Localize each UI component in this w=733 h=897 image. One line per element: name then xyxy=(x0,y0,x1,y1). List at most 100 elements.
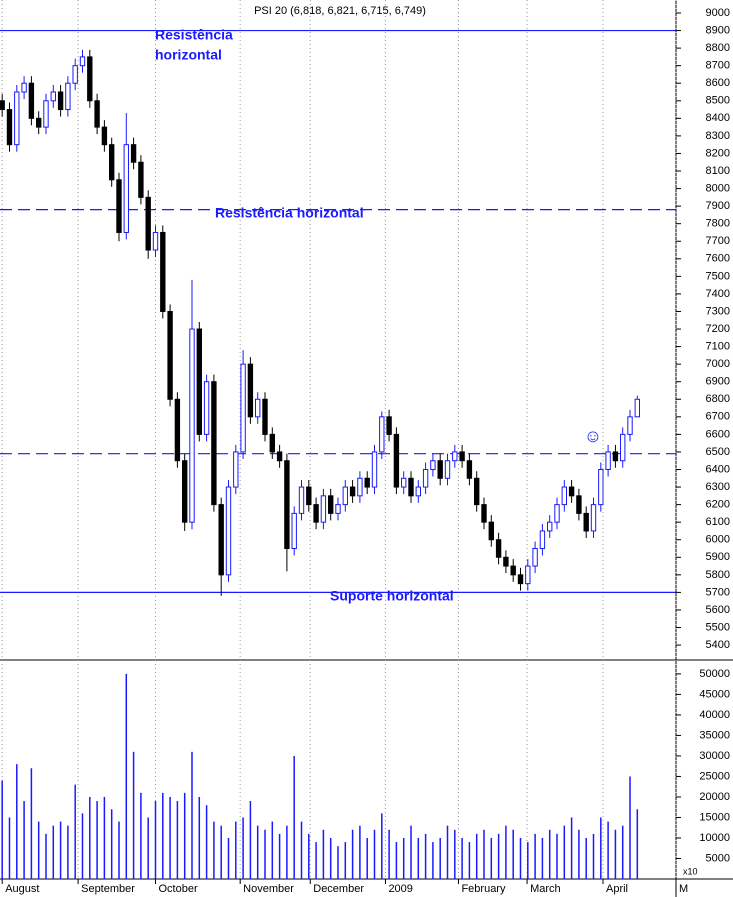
candle-body xyxy=(203,381,210,435)
candle-body xyxy=(123,144,129,233)
candle-body xyxy=(0,100,5,111)
x-tick-label: 2009 xyxy=(388,883,412,895)
candle-body xyxy=(262,398,268,435)
candle-body xyxy=(583,512,589,532)
candle-body xyxy=(503,556,509,567)
candle-body xyxy=(568,486,575,497)
y-tick-label: 6500 xyxy=(706,446,730,458)
candle-body xyxy=(218,504,224,576)
volume-bar xyxy=(315,842,317,879)
y-tick-label: 7400 xyxy=(706,288,730,300)
x-tick-label: November xyxy=(243,883,294,895)
y-tick-label: 30000 xyxy=(699,750,730,762)
volume-bar xyxy=(23,801,25,879)
y-tick-label: 7100 xyxy=(706,340,730,352)
candle-body xyxy=(43,100,49,128)
y-tick-label: 7200 xyxy=(706,323,730,335)
volume-bar xyxy=(497,833,500,879)
y-tick-label: 6400 xyxy=(706,463,730,475)
volume-bar xyxy=(198,796,201,879)
volume-bar xyxy=(351,829,354,879)
volume-bar xyxy=(183,792,186,879)
volume-bar xyxy=(541,837,544,879)
volume-bar xyxy=(74,784,76,879)
y-tick-label: 45000 xyxy=(699,688,730,700)
candle-body xyxy=(393,433,400,488)
volume-bar xyxy=(563,825,566,879)
volume-bar xyxy=(388,829,390,879)
volume-bar xyxy=(359,825,361,879)
candle-body xyxy=(422,468,429,488)
volume-bar xyxy=(300,821,303,879)
y-tick-label: 5400 xyxy=(706,639,730,651)
y-tick-label: 9000 xyxy=(706,7,730,19)
annotation: ☺ xyxy=(584,426,602,446)
candle-body xyxy=(167,310,173,400)
volume-bar xyxy=(8,817,11,879)
volume-bar xyxy=(118,821,120,879)
candle-body xyxy=(276,451,283,462)
volume-bar xyxy=(147,817,149,879)
candle-body xyxy=(474,477,480,506)
volume-bar xyxy=(140,792,142,879)
volume-bar xyxy=(169,796,171,879)
volume-bar xyxy=(417,837,420,879)
volume-bar xyxy=(89,796,91,879)
candle-body xyxy=(298,486,305,514)
volume-bar xyxy=(461,837,463,879)
candle-body xyxy=(590,504,597,532)
candle-body xyxy=(539,530,546,550)
volume-bar xyxy=(629,776,631,879)
y-tick-label: 7300 xyxy=(706,305,730,317)
volume-bar xyxy=(286,825,288,879)
y-tick-label: 7800 xyxy=(706,218,730,230)
volume-bar xyxy=(585,837,587,879)
candle-body xyxy=(72,65,78,84)
volume-bar xyxy=(534,833,536,879)
volume-bar xyxy=(424,833,427,879)
volume-bar xyxy=(249,801,252,879)
x-tick-label: M xyxy=(679,883,688,895)
volume-bar xyxy=(395,842,398,879)
y-tick-label: 5800 xyxy=(706,569,730,581)
candle-body xyxy=(306,486,312,506)
candle-body xyxy=(444,460,451,479)
annotation: Resistência xyxy=(155,27,233,43)
candle-body xyxy=(634,398,640,418)
volume-bar xyxy=(556,833,558,879)
candle-body xyxy=(269,433,275,453)
candle-body xyxy=(415,486,421,497)
candle-body xyxy=(225,486,232,576)
candle-body xyxy=(328,495,334,514)
volume-bar xyxy=(59,821,62,879)
candle-body xyxy=(65,82,71,111)
candle-body xyxy=(532,548,538,567)
candle-body xyxy=(313,504,319,523)
volume-bar xyxy=(220,825,222,879)
x-tick-label: December xyxy=(313,883,364,895)
y-tick-label: 6700 xyxy=(706,411,730,423)
y-tick-label: 35000 xyxy=(699,729,730,741)
candle-body xyxy=(36,117,42,128)
x-tick-label: September xyxy=(81,883,135,895)
volume-bar xyxy=(402,837,405,879)
candle-body xyxy=(130,144,137,163)
volume-bar xyxy=(636,809,639,879)
y-tick-label: 7600 xyxy=(706,253,730,265)
y-tick-label: 7500 xyxy=(706,270,730,282)
y-tick-label: 40000 xyxy=(699,709,730,721)
candle-body xyxy=(576,495,582,514)
candle-body xyxy=(94,100,100,128)
y-tick-label: 8300 xyxy=(706,130,730,142)
volume-bar xyxy=(322,829,325,879)
volume-bar xyxy=(176,801,179,879)
volume-bar xyxy=(271,821,274,879)
y-tick-label: 7700 xyxy=(706,235,730,247)
volume-bar xyxy=(468,842,471,879)
volume-bar xyxy=(490,837,493,879)
y-tick-label: 5600 xyxy=(706,604,730,616)
candle-body xyxy=(430,460,436,470)
volume-bar xyxy=(475,833,478,879)
x-tick-label: April xyxy=(606,883,628,895)
volume-bar xyxy=(600,817,602,879)
